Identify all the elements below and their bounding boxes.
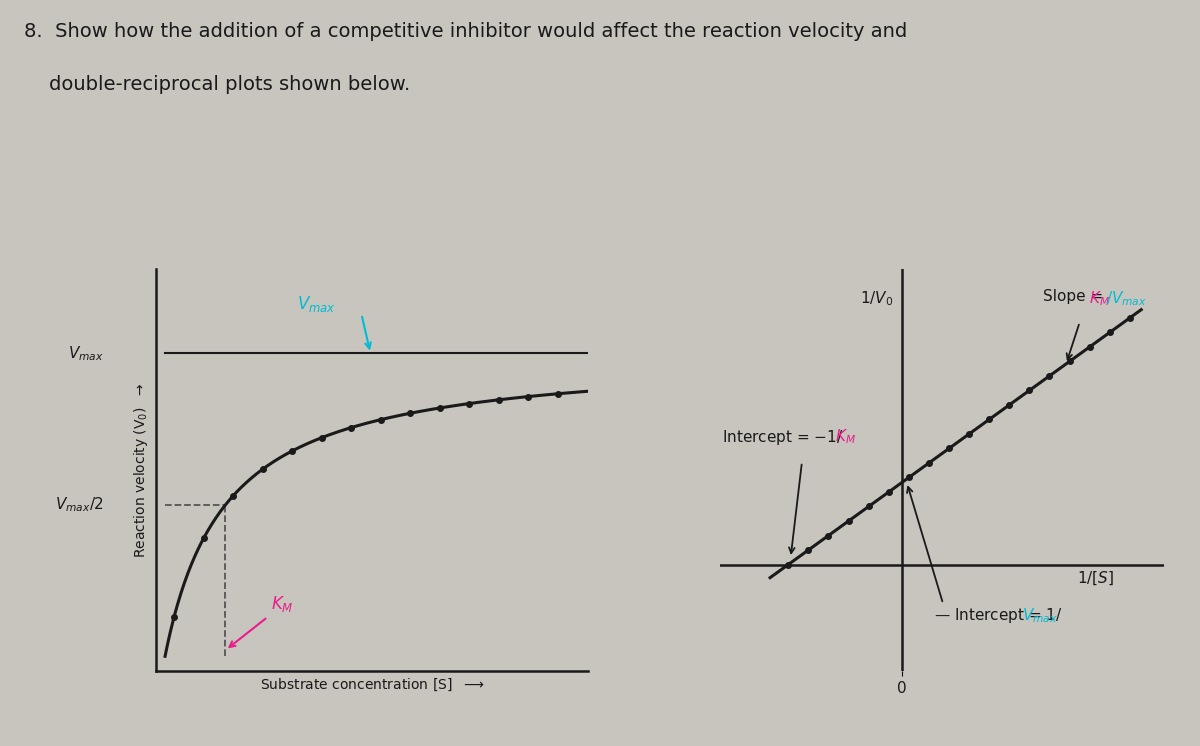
Text: $V_{max}$: $V_{max}$	[1021, 606, 1057, 625]
Text: 8.  Show how the addition of a competitive inhibitor would affect the reaction v: 8. Show how the addition of a competitiv…	[24, 22, 907, 41]
Text: $V_{max}/2$: $V_{max}/2$	[55, 495, 104, 514]
Text: $K_M$: $K_M$	[835, 427, 856, 446]
Text: $K_M$: $K_M$	[271, 594, 294, 614]
Text: — Intercept = $1/$: — Intercept = $1/$	[934, 606, 1063, 625]
Text: /$V_{max}$: /$V_{max}$	[1106, 289, 1147, 308]
Text: double-reciprocal plots shown below.: double-reciprocal plots shown below.	[24, 75, 410, 93]
X-axis label: Substrate concentration [S]  $\longrightarrow$: Substrate concentration [S] $\longrighta…	[259, 677, 485, 693]
Text: $V_{max}$: $V_{max}$	[68, 344, 104, 363]
Text: $1/[S]$: $1/[S]$	[1078, 569, 1115, 587]
Text: Slope =: Slope =	[1043, 289, 1109, 304]
Text: $V_{max}$: $V_{max}$	[296, 294, 336, 314]
Text: $1/V_0$: $1/V_0$	[859, 289, 893, 308]
Y-axis label: Reaction velocity (V$_0$)  $\rightarrow$: Reaction velocity (V$_0$) $\rightarrow$	[132, 382, 150, 558]
Text: Intercept = $-1/$: Intercept = $-1/$	[722, 427, 844, 447]
Text: $K_M$: $K_M$	[1088, 289, 1110, 308]
